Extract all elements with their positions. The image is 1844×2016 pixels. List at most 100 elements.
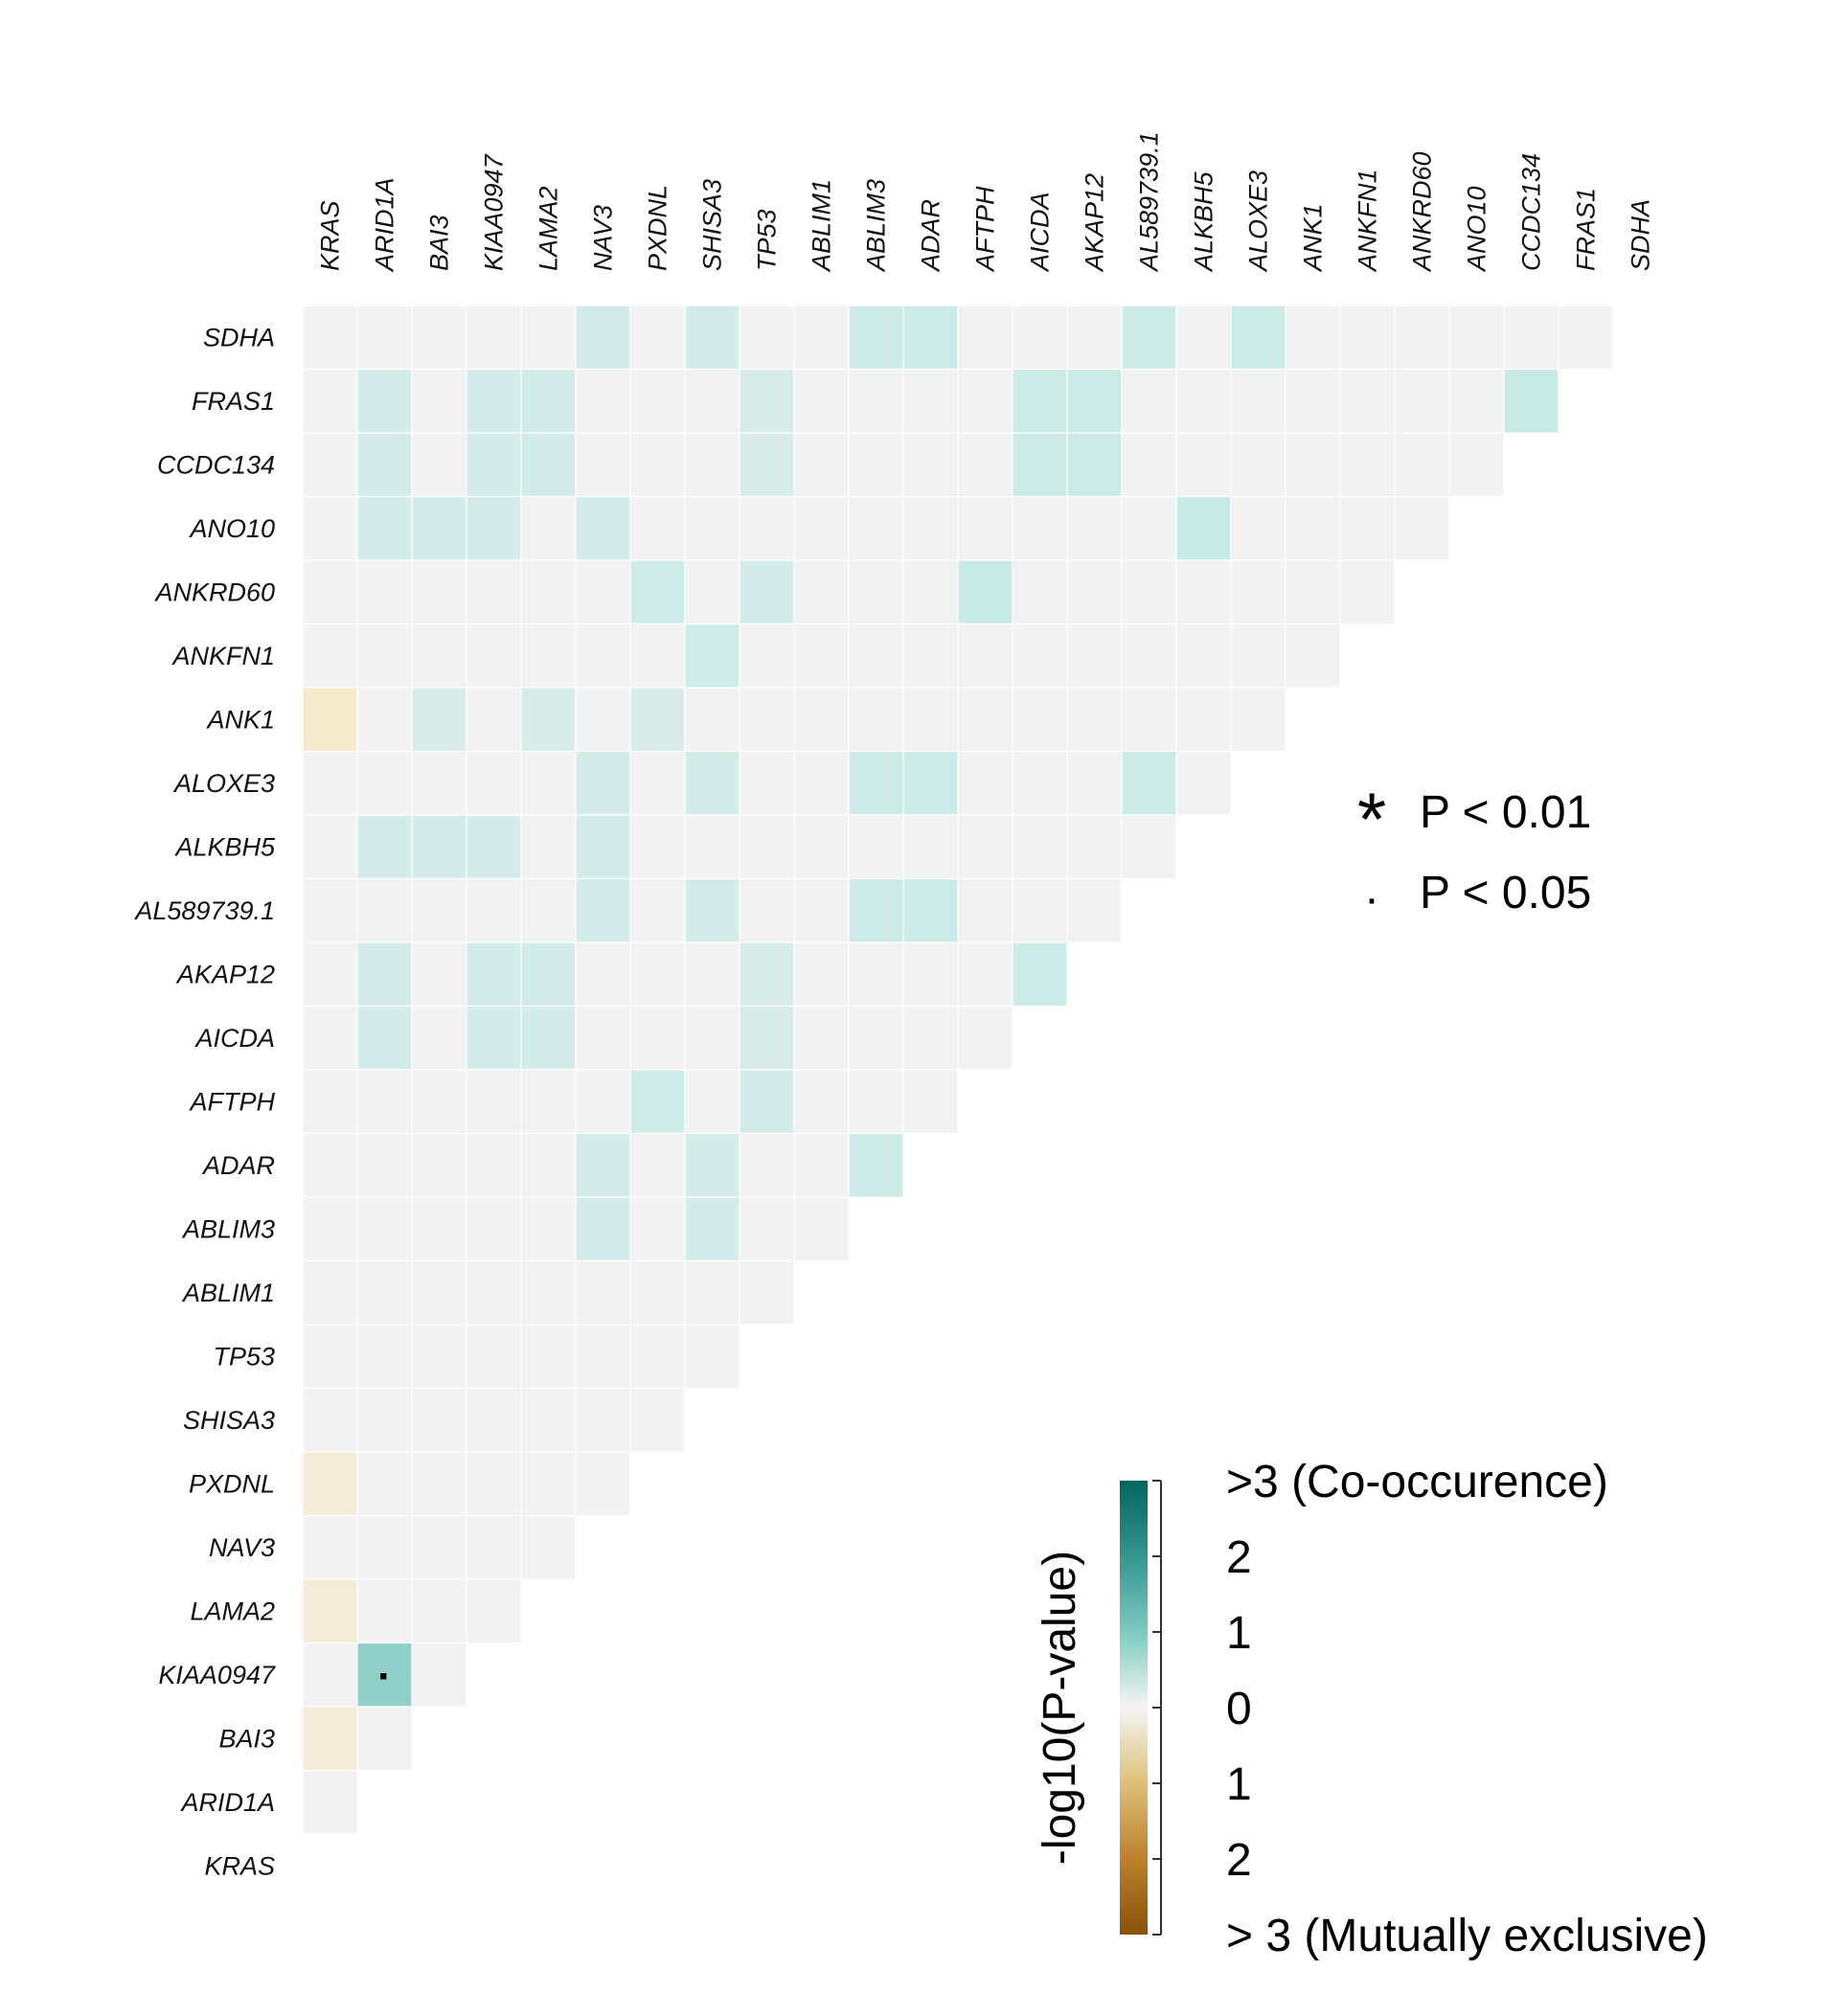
column-label-TP53: TP53 — [753, 209, 782, 271]
heatmap-cell-ANK1-KIAA0947 — [466, 687, 522, 753]
heatmap-cell-ANKRD60-AKAP12 — [1066, 559, 1123, 625]
heatmap-cell-ANKRD60-TP53 — [739, 559, 795, 625]
colorbar-tick-label-0: >3 (Co-occurence) — [1226, 1457, 1608, 1507]
heatmap-cell-ANKFN1-ABLIM1 — [793, 623, 850, 689]
significance-legend: * P < 0.01 · P < 0.05 — [1357, 777, 1591, 924]
significance-markers: · — [377, 1653, 392, 1700]
heatmap-cell-FRAS1-BAI3 — [411, 368, 467, 434]
column-label-CCDC134: CCDC134 — [1517, 153, 1546, 271]
heatmap-cell-FRAS1-ALKBH5 — [1175, 368, 1232, 434]
heatmap-cell-FRAS1-AFTPH — [957, 368, 1013, 434]
heatmap-cell-AFTPH-KRAS — [302, 1069, 358, 1135]
heatmap-cell-ANKFN1-ARID1A — [356, 623, 413, 689]
heatmap-cell-CCDC134-KRAS — [302, 432, 358, 498]
heatmap-cell-CCDC134-NAV3 — [575, 432, 631, 498]
heatmap-cell-AKAP12-TP53 — [739, 941, 795, 1008]
heatmap-cell-ABLIM3-TP53 — [739, 1196, 795, 1262]
heatmap-cell-ANKRD60-PXDNL — [629, 559, 686, 625]
heatmap-cell-AKAP12-BAI3 — [411, 941, 467, 1008]
heatmap-cell-LAMA2-KRAS — [302, 1578, 358, 1644]
heatmap-cell-CCDC134-ADAR — [902, 432, 959, 498]
heatmap-cell-ADAR-SHISA3 — [684, 1132, 740, 1198]
row-label-AL589739.1: AL589739.1 — [133, 896, 275, 925]
row-label-SDHA: SDHA — [203, 323, 275, 351]
heatmap-cell-AICDA-SHISA3 — [684, 1005, 740, 1071]
heatmap-cell-SDHA-PXDNL — [629, 305, 686, 371]
heatmap-cell-CCDC134-LAMA2 — [520, 432, 577, 498]
heatmap-cell-ABLIM1-PXDNL — [629, 1259, 686, 1325]
heatmap-cell-ANK1-ABLIM3 — [848, 687, 904, 753]
heatmap-cell-AFTPH-ABLIM1 — [793, 1069, 850, 1135]
heatmap-cell-ALKBH5-AL589739.1 — [1121, 814, 1177, 880]
heatmap-cell-AICDA-ABLIM3 — [848, 1005, 904, 1071]
heatmap-cell-SDHA-KRAS — [302, 305, 358, 371]
heatmap-cell-ANKFN1-AL589739.1 — [1121, 623, 1177, 689]
heatmap-cell-SDHA-LAMA2 — [520, 305, 577, 371]
heatmap-cell-SDHA-AL589739.1 — [1121, 305, 1177, 371]
heatmap-cell-AL589739.1-ARID1A — [356, 877, 413, 943]
heatmap-cell-ANK1-LAMA2 — [520, 687, 577, 753]
heatmap-cell-ANKFN1-KRAS — [302, 623, 358, 689]
heatmap-cell-AFTPH-ARID1A — [356, 1069, 413, 1135]
heatmap-cell-TP53-LAMA2 — [520, 1324, 577, 1390]
heatmap-cell-ANKFN1-ALKBH5 — [1175, 623, 1232, 689]
heatmap-cell-PXDNL-KRAS — [302, 1451, 358, 1517]
heatmap-cell-ANKRD60-ADAR — [902, 559, 959, 625]
heatmap-cell-ANO10-KRAS — [302, 495, 358, 561]
heatmap-cell-SDHA-ABLIM1 — [793, 305, 850, 371]
heatmap-cell-ABLIM1-KIAA0947 — [466, 1259, 522, 1325]
heatmap-cell-CCDC134-ABLIM1 — [793, 432, 850, 498]
heatmap-cell-ANKFN1-ADAR — [902, 623, 959, 689]
heatmap-cell-ALOXE3-ARID1A — [356, 750, 413, 816]
heatmap-cell-PXDNL-KIAA0947 — [466, 1451, 522, 1517]
heatmap-cell-SDHA-ANKRD60 — [1394, 305, 1450, 371]
row-label-ARID1A: ARID1A — [179, 1788, 275, 1817]
heatmap-cell-SDHA-ADAR — [902, 305, 959, 371]
heatmap-cell-CCDC134-AICDA — [1012, 432, 1068, 498]
heatmap-cell-SDHA-SHISA3 — [684, 305, 740, 371]
heatmap-cell-ANK1-KRAS — [302, 687, 358, 753]
heatmap-cell-ANO10-AL589739.1 — [1121, 495, 1177, 561]
heatmap-cell-ANO10-NAV3 — [575, 495, 631, 561]
heatmap-cell-ABLIM1-NAV3 — [575, 1259, 631, 1325]
heatmap-cell-ALKBH5-ABLIM3 — [848, 814, 904, 880]
heatmap-cell-AL589739.1-ADAR — [902, 877, 959, 943]
colorbar-gradient — [1120, 1481, 1148, 1935]
heatmap-cell-AFTPH-BAI3 — [411, 1069, 467, 1135]
column-label-BAI3: BAI3 — [425, 215, 454, 271]
heatmap-cell-ANKRD60-AL589739.1 — [1121, 559, 1177, 625]
column-label-AICDA: AICDA — [1026, 192, 1055, 273]
heatmap-cell-ABLIM1-ARID1A — [356, 1259, 413, 1325]
row-label-ABLIM3: ABLIM3 — [181, 1214, 275, 1243]
heatmap-cell-ANO10-ABLIM1 — [793, 495, 850, 561]
heatmap-cell-ANKRD60-NAV3 — [575, 559, 631, 625]
heatmap-cell-AL589739.1-NAV3 — [575, 877, 631, 943]
heatmap-cell-ANKFN1-BAI3 — [411, 623, 467, 689]
heatmap-cell-ANO10-LAMA2 — [520, 495, 577, 561]
heatmap-cell-ANK1-AL589739.1 — [1121, 687, 1177, 753]
heatmap-cell-CCDC134-KIAA0947 — [466, 432, 522, 498]
heatmap-cell-ANKRD60-ALKBH5 — [1175, 559, 1232, 625]
heatmap-cell-AICDA-TP53 — [739, 1005, 795, 1071]
heatmap-cell-ANK1-PXDNL — [629, 687, 686, 753]
heatmap-cell-ANO10-AFTPH — [957, 495, 1013, 561]
heatmap-cell-ANK1-AKAP12 — [1066, 687, 1123, 753]
heatmap-cell-ALKBH5-AKAP12 — [1066, 814, 1123, 880]
heatmap-cell-ANKRD60-LAMA2 — [520, 559, 577, 625]
heatmap-cell-ALOXE3-ALKBH5 — [1175, 750, 1232, 816]
heatmap-cell-ABLIM3-LAMA2 — [520, 1196, 577, 1262]
colorbar-tick-label-3: 0 — [1226, 1684, 1252, 1734]
heatmap-cell-AKAP12-AFTPH — [957, 941, 1013, 1008]
row-label-KIAA0947: KIAA0947 — [158, 1661, 276, 1689]
heatmap-cell-ANKFN1-NAV3 — [575, 623, 631, 689]
heatmap-cell-ANKFN1-ALOXE3 — [1230, 623, 1286, 689]
heatmap-cell-TP53-ARID1A — [356, 1324, 413, 1390]
heatmap-cell-SDHA-CCDC134 — [1503, 305, 1559, 371]
legend-star-symbol: * — [1357, 777, 1386, 861]
column-label-KRAS: KRAS — [316, 200, 345, 271]
heatmap-cell-ABLIM1-TP53 — [739, 1259, 795, 1325]
colorbar-tick-label-4: 1 — [1226, 1759, 1252, 1810]
heatmap-cell-SHISA3-NAV3 — [575, 1387, 631, 1453]
heatmap-cell-TP53-PXDNL — [629, 1324, 686, 1390]
